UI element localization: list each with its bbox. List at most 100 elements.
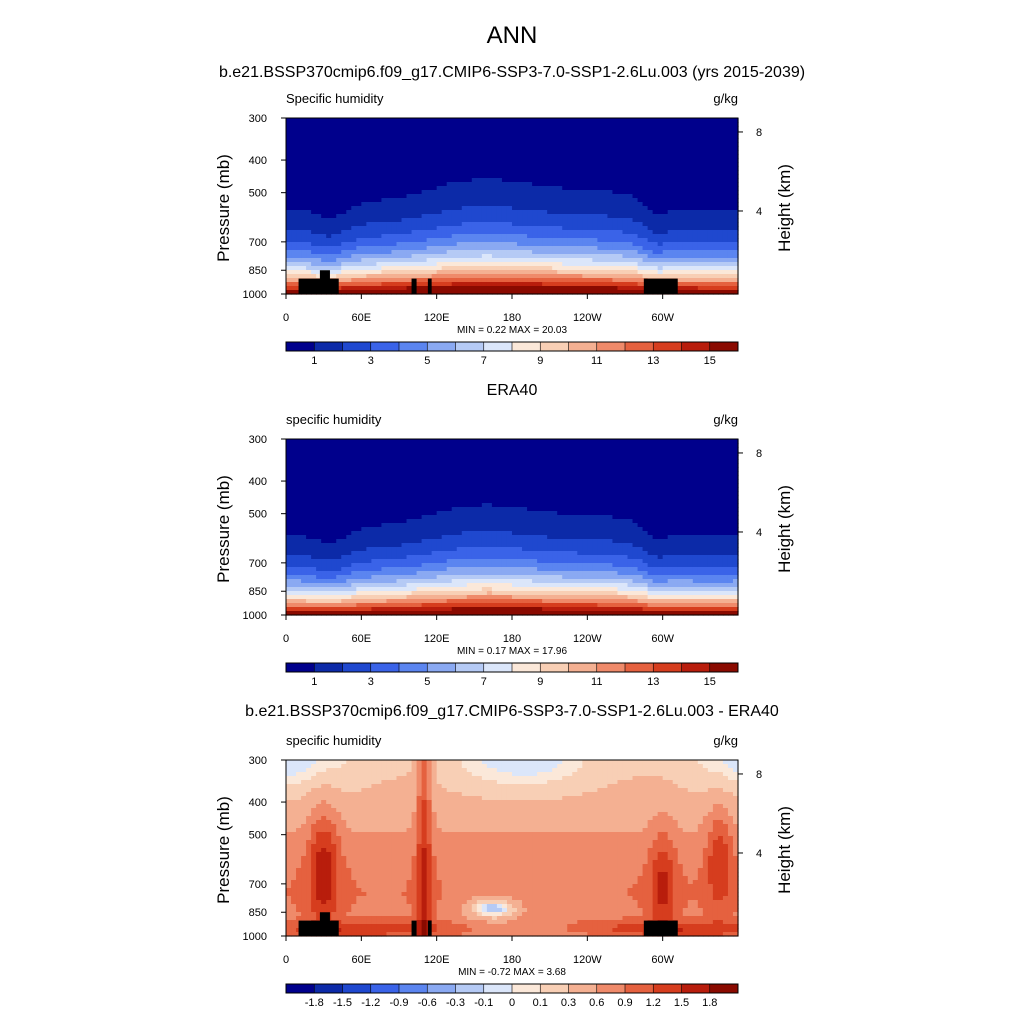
field-cell [597,439,603,444]
field-cell [682,118,689,123]
field-cell [732,451,739,456]
field-cell [652,266,659,271]
field-cell [461,230,468,235]
field-cell [291,210,297,215]
field-cell [607,447,614,452]
field-cell [431,238,438,243]
field-cell [366,126,372,131]
field-cell [481,443,488,448]
field-cell [311,158,317,163]
field-cell [466,238,473,243]
field-cell [657,194,664,199]
field-cell [622,178,629,183]
field-cell [707,250,714,255]
field-cell [667,118,674,123]
field-cell [587,138,593,143]
field-cell [552,162,558,167]
field-cell [512,479,518,484]
field-cell [572,186,578,191]
field-cell [346,166,352,171]
field-cell [552,451,558,456]
field-cell [426,178,433,183]
field-cell [331,455,337,460]
field-cell [286,182,292,187]
field-cell [316,174,322,179]
field-cell [421,214,428,219]
field-cell [296,138,302,143]
field-cell [406,471,413,476]
field-cell [632,174,639,179]
field-cell [662,242,669,247]
field-cell [687,194,694,199]
field-cell [697,234,704,239]
field-cell [371,266,377,271]
field-cell [732,154,739,159]
field-cell [286,130,292,135]
field-cell [301,226,307,231]
field-cell [486,214,493,219]
field-cell [361,214,367,219]
field-cell [321,222,327,227]
field-cell [537,242,543,247]
field-cell [371,467,377,472]
field-cell [306,218,312,223]
field-cell [732,250,739,255]
field-cell [607,122,614,127]
field-cell [356,122,362,127]
field-cell [476,174,483,179]
field-cell [692,190,699,195]
field-cell [662,467,669,472]
field-cell [657,254,664,259]
field-cell [677,182,684,187]
field-cell [491,250,498,255]
field-cell [652,194,659,199]
field-cell [687,226,694,231]
field-cell [291,150,297,155]
x-tick-label: 120W [573,312,602,324]
field-cell [552,270,558,275]
field-cell [687,218,694,223]
field-cell [391,254,398,259]
field-cell [436,439,443,444]
field-cell [522,146,528,151]
field-cell [456,226,463,231]
field-cell [712,463,719,468]
field-cell [687,170,694,175]
field-cell [421,274,428,279]
field-cell [607,138,614,143]
field-cell [366,206,372,211]
field-cell [331,118,337,123]
field-cell [707,142,714,147]
field-cell [732,182,739,187]
field-cell [672,134,679,139]
field-cell [306,150,312,155]
field-cell [496,202,503,207]
field-cell [562,463,568,468]
field-cell [326,126,332,131]
field-cell [306,158,312,163]
field-cell [491,174,498,179]
field-cell [722,471,729,476]
field-cell [411,122,418,127]
field-cell [286,230,292,235]
field-cell [391,463,398,468]
field-cell [657,118,664,123]
field-cell [622,174,629,179]
field-cell [667,178,674,183]
field-cell [351,206,357,211]
field-cell [396,246,403,251]
field-cell [647,122,654,127]
field-cell [386,174,393,179]
field-cell [542,138,548,143]
field-cell [577,214,583,219]
field-cell [461,222,468,227]
field-cell [542,174,548,179]
field-cell [421,178,428,183]
field-cell [687,162,694,167]
field-cell [687,202,694,207]
field-cell [391,214,398,219]
field-cell [577,230,583,235]
field-cell [677,471,684,476]
field-cell [441,186,448,191]
field-cell [717,455,724,460]
